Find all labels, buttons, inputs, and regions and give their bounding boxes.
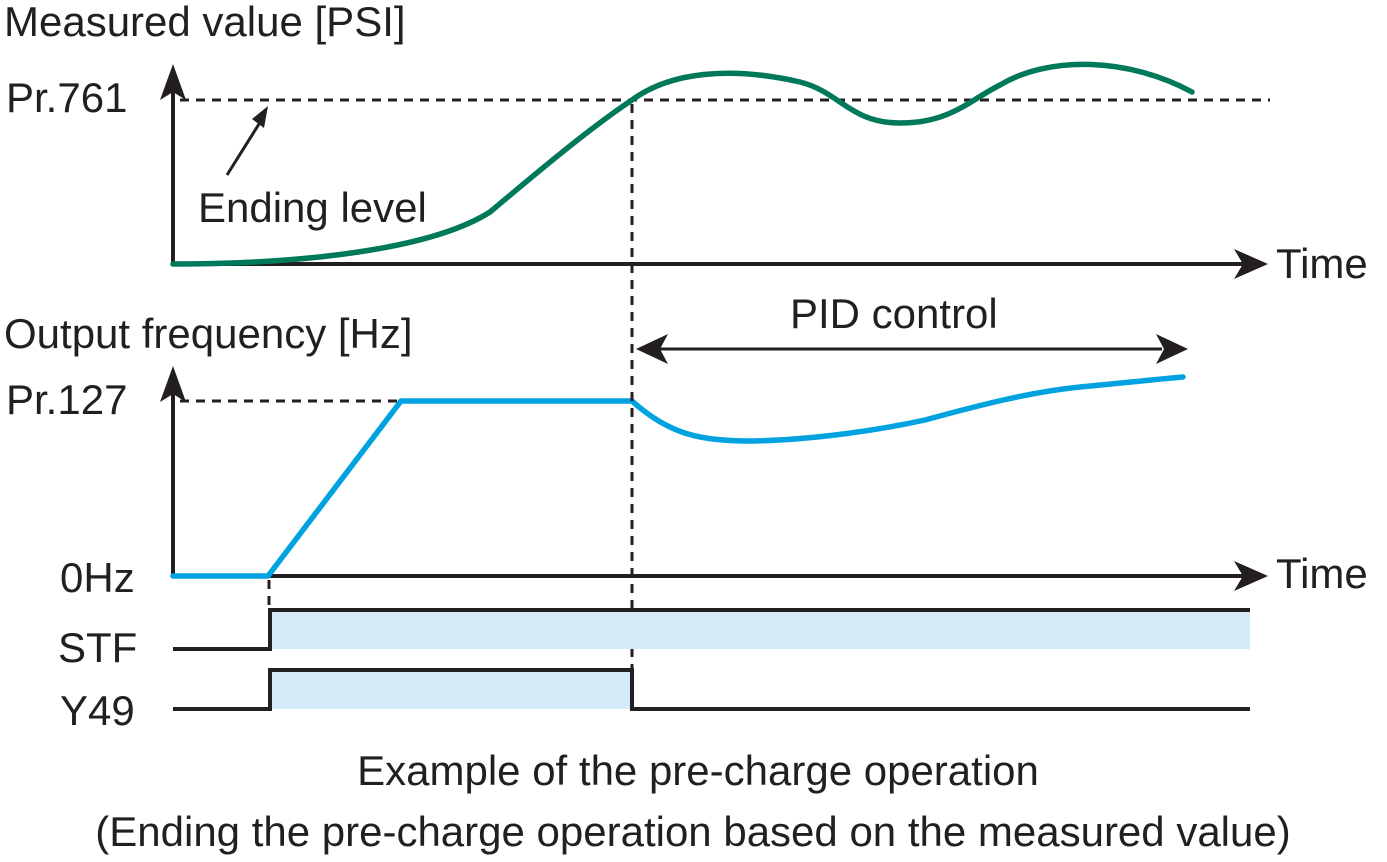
measured-value-curve	[170, 61, 1195, 267]
output-frequency-curve	[170, 374, 1186, 579]
ending-level-pointer	[225, 123, 261, 176]
measured-axis-title: Measured value [PSI]	[4, 0, 406, 45]
measured-level-label: Pr.761	[6, 74, 127, 121]
stf-on-fill	[272, 612, 1250, 649]
caption-line-1: Example of the pre-charge operation	[357, 747, 1039, 794]
measured-time-axis-arrowhead	[1234, 249, 1268, 279]
time-axis-label-top: Time	[1276, 240, 1368, 287]
y49-on-fill	[272, 672, 632, 709]
measured-y-axis-arrowhead	[160, 64, 186, 100]
ending-level-pointer-arrowhead	[252, 106, 268, 128]
stf-signal-line	[173, 608, 1250, 651]
signal-stf-label: STF	[58, 624, 137, 671]
frequency-y-axis-arrowhead	[160, 366, 186, 402]
time-axis-label-bottom: Time	[1276, 550, 1368, 597]
ending-level-label: Ending level	[198, 184, 427, 231]
pid-control-label: PID control	[790, 290, 998, 337]
pid-control-right-arrowhead	[1156, 334, 1188, 364]
pid-control-left-arrowhead	[636, 334, 668, 364]
y49-signal-line	[173, 668, 1250, 711]
frequency-axis-title: Output frequency [Hz]	[4, 310, 413, 357]
zero-hz-label: 0Hz	[60, 554, 135, 601]
frequency-time-axis-arrowhead	[1234, 561, 1268, 591]
frequency-level-label: Pr.127	[6, 376, 127, 423]
caption-line-2: (Ending the pre-charge operation based o…	[95, 808, 1290, 855]
signal-y49-label: Y49	[60, 687, 135, 734]
